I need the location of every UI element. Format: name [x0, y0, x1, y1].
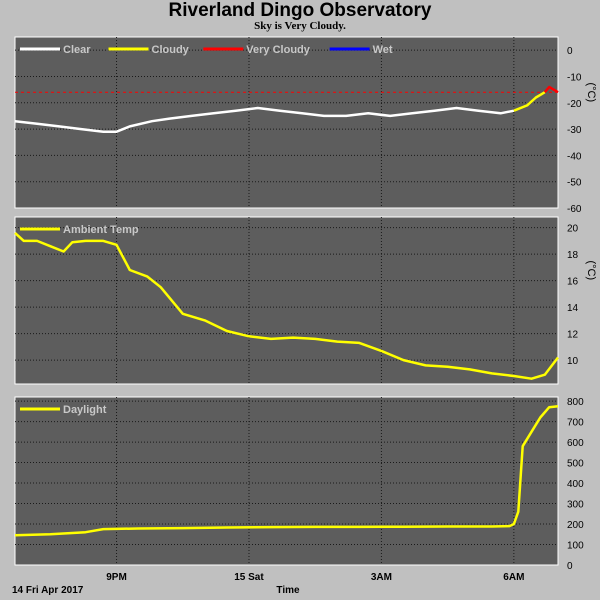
series-line-sky-1	[513, 91, 546, 112]
y-tick-label-ambient-0: 20	[567, 224, 579, 235]
x-start-label: 14 Fri Apr 2017	[12, 585, 84, 596]
legend-label-1: Cloudy	[152, 44, 190, 56]
y-tick-label-daylight-4: 400	[567, 479, 584, 490]
y-tick-label-ambient-4: 12	[567, 330, 579, 341]
y-tick-label-sky-0: 0	[567, 46, 573, 57]
panel-daylight	[14, 396, 559, 566]
y-tick-label-daylight-0: 800	[567, 397, 584, 408]
x-tick-label-2: 3AM	[371, 572, 392, 583]
y-tick-label-sky-5: -50	[567, 178, 582, 189]
x-tick-label-0: 9PM	[106, 572, 127, 583]
y-tick-label-sky-3: -30	[567, 125, 582, 136]
y-tick-label-daylight-7: 100	[567, 541, 584, 552]
y-tick-label-sky-1: -10	[567, 72, 582, 83]
y-tick-label-ambient-5: 10	[567, 356, 579, 367]
chart-title: Riverland Dingo Observatory	[168, 0, 432, 21]
y-tick-label-sky-6: -60	[567, 204, 582, 215]
legend-label-2: Very Cloudy	[246, 44, 310, 56]
legend-label-0: Ambient Temp	[63, 224, 139, 236]
panel-sky	[14, 36, 559, 209]
x-tick-label-3: 6AM	[503, 572, 524, 583]
unit-label-sky: (°C)	[585, 83, 597, 103]
y-tick-label-daylight-8: 0	[567, 561, 573, 572]
series-line-sky-0	[14, 106, 515, 133]
legend-label-3: Wet	[373, 44, 393, 56]
series-line-ambient-0	[14, 231, 559, 380]
y-tick-label-daylight-1: 700	[567, 418, 584, 429]
y-tick-label-ambient-3: 14	[567, 303, 579, 314]
y-tick-label-sky-2: -20	[567, 99, 582, 110]
y-tick-label-daylight-5: 300	[567, 500, 584, 511]
y-tick-label-daylight-2: 600	[567, 438, 584, 449]
y-tick-label-ambient-2: 16	[567, 277, 579, 288]
y-tick-label-ambient-1: 18	[567, 250, 579, 261]
series-line-daylight-0	[14, 404, 559, 537]
y-tick-label-daylight-6: 200	[567, 520, 584, 531]
y-tick-label-sky-4: -40	[567, 151, 582, 162]
x-tick-label-1: 15 Sat	[234, 572, 264, 583]
legend-label-0: Clear	[63, 44, 91, 56]
series-line-sky-2	[543, 85, 559, 94]
panel-ambient	[14, 216, 559, 385]
y-tick-label-daylight-3: 500	[567, 459, 584, 470]
x-axis-label: Time	[276, 585, 300, 596]
chart-subtitle: Sky is Very Cloudy.	[254, 20, 346, 32]
unit-label-ambient: (°C)	[585, 261, 597, 281]
legend-label-0: Daylight	[63, 404, 107, 416]
